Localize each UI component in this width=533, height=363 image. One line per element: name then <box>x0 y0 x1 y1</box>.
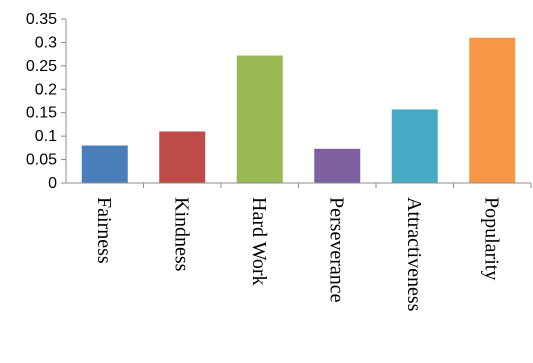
bar-kindness <box>159 131 206 183</box>
bar-attractiveness <box>391 109 438 183</box>
y-tick-label: 0.25 <box>26 58 57 75</box>
x-axis-ticks: Fairness Kindness Hard Work Perseverance Att… <box>93 183 532 312</box>
y-tick-label: 0.05 <box>26 152 57 169</box>
bar-popularity <box>469 37 516 183</box>
bar-perseverance <box>314 148 361 183</box>
y-tick-label: 0.2 <box>35 81 57 98</box>
x-tick-label: Perseverance <box>325 197 347 303</box>
x-tick-label: Attractiveness <box>403 197 425 312</box>
bars <box>81 37 516 184</box>
x-tick-label: Fairness <box>93 197 115 264</box>
x-tick-label: Popularity <box>480 197 502 280</box>
y-tick-label: 0 <box>48 175 57 192</box>
y-tick-label: 0.35 <box>26 11 57 28</box>
y-tick-label: 0.1 <box>35 128 57 145</box>
y-tick-label: 0.3 <box>35 34 57 51</box>
bar-hard-work <box>236 55 283 184</box>
bar-fairness <box>81 145 128 183</box>
y-axis-ticks: 0 0.05 0.1 0.15 0.2 0.25 0.3 0.35 <box>26 11 66 192</box>
x-tick-label: Hard Work <box>248 197 270 286</box>
y-tick-label: 0.15 <box>26 105 57 122</box>
x-tick-label: Kindness <box>170 197 192 272</box>
